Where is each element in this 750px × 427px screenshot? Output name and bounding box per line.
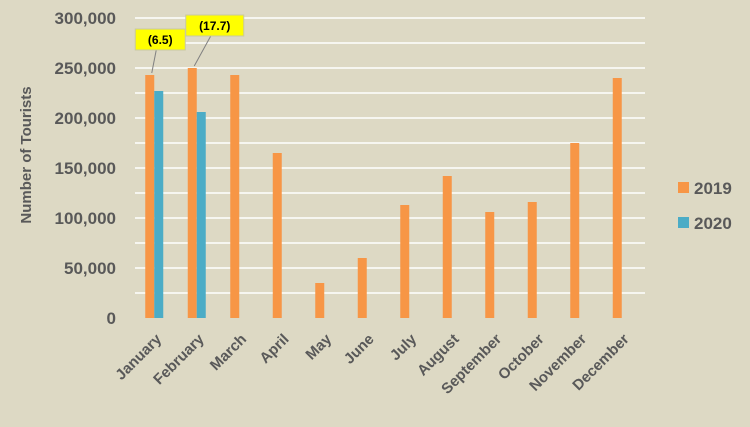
bar-2019-august bbox=[442, 176, 452, 318]
annotation-label: (6.5) bbox=[148, 33, 173, 47]
bar-2020-january bbox=[154, 91, 164, 318]
y-tick-label: 200,000 bbox=[55, 109, 116, 128]
y-tick-label: 0 bbox=[107, 309, 116, 328]
y-tick-label: 150,000 bbox=[55, 159, 116, 178]
annotations: (6.5) (17.7) bbox=[134, 14, 245, 74]
legend: 2019 2020 bbox=[678, 179, 732, 233]
bar-2019-january bbox=[145, 75, 155, 318]
bar-2020-february bbox=[196, 112, 206, 318]
x-tick-label: June bbox=[341, 331, 378, 368]
bars bbox=[145, 68, 622, 318]
annotation-leader bbox=[151, 49, 157, 74]
legend-swatch-2019 bbox=[678, 182, 689, 193]
bar-2019-july bbox=[400, 205, 410, 318]
x-tick-label: July bbox=[387, 330, 421, 364]
bar-2019-may bbox=[315, 283, 325, 318]
x-tick-label: May bbox=[302, 330, 335, 363]
legend-label-2019: 2019 bbox=[694, 179, 732, 198]
annotation-box bbox=[134, 28, 186, 51]
annotation-box bbox=[185, 14, 245, 37]
x-tick-label: March bbox=[207, 331, 250, 374]
annotation-leader bbox=[193, 35, 212, 67]
legend-swatch-2020 bbox=[678, 217, 689, 228]
bar-2019-october bbox=[527, 202, 537, 318]
annotation-label: (17.7) bbox=[199, 19, 230, 33]
bar-2019-december bbox=[612, 78, 622, 318]
bar-2019-june bbox=[357, 258, 367, 318]
y-tick-label: 100,000 bbox=[55, 209, 116, 228]
bar-2019-april bbox=[272, 153, 282, 318]
legend-label-2020: 2020 bbox=[694, 214, 732, 233]
gridlines bbox=[135, 17, 645, 294]
y-axis-ticks: 0 50,000 100,000 150,000 200,000 250,000 300,0… bbox=[55, 9, 116, 328]
y-tick-label: 250,000 bbox=[55, 59, 116, 78]
bar-2019-september bbox=[485, 212, 495, 318]
x-tick-label: April bbox=[256, 331, 292, 367]
bar-2019-february bbox=[187, 68, 197, 318]
y-axis-title: Number of Tourists bbox=[18, 86, 35, 223]
y-tick-label: 300,000 bbox=[55, 9, 116, 28]
y-tick-label: 50,000 bbox=[64, 259, 116, 278]
bar-2019-november bbox=[570, 143, 580, 318]
bar-2019-march bbox=[230, 75, 240, 318]
